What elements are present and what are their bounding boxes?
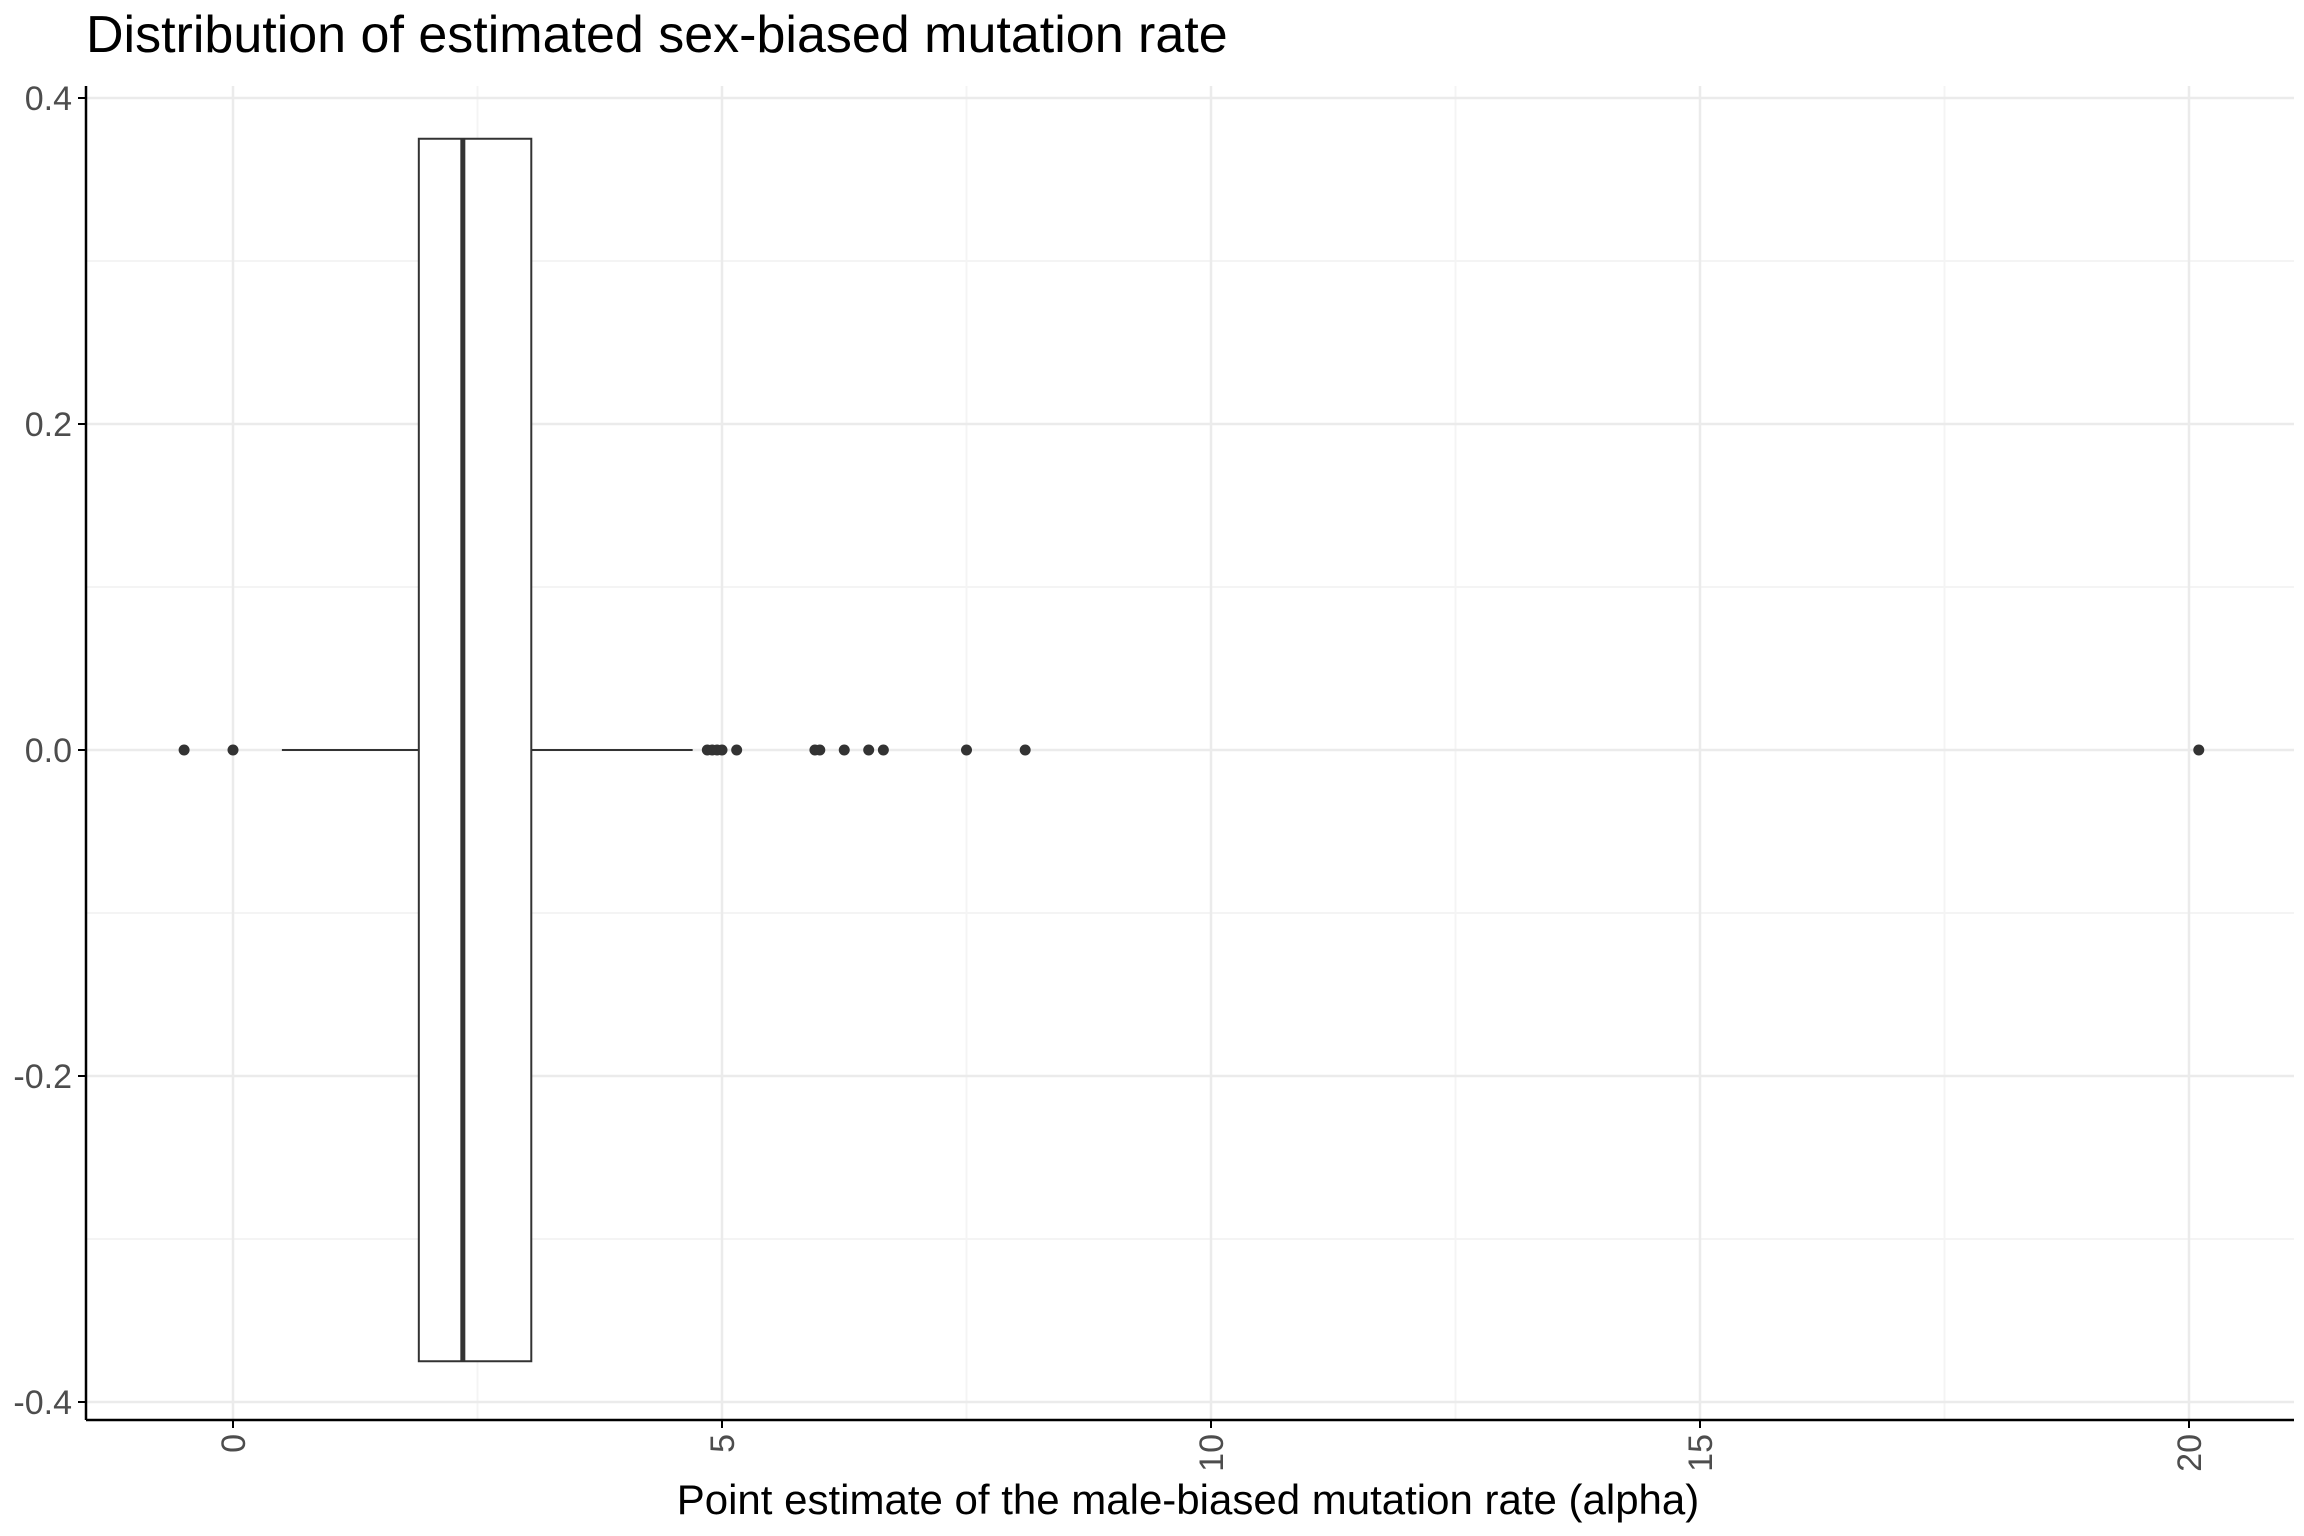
x-axis-title: Point estimate of the male-biased mutati… — [677, 1476, 1700, 1523]
outlier-point — [838, 744, 850, 756]
y-tick-label: -0.2 — [13, 1058, 72, 1096]
y-tick-label: 0.2 — [25, 406, 72, 444]
grid — [86, 86, 2294, 1420]
x-tick-label: 10 — [1193, 1434, 1231, 1472]
outlier-point — [178, 744, 190, 756]
y-tick-label: 0.0 — [25, 732, 72, 770]
x-tick-label: 20 — [2171, 1434, 2209, 1472]
box-iqr — [417, 137, 533, 1363]
outlier-point — [961, 744, 972, 756]
boxplot — [281, 137, 693, 1363]
outlier-point — [863, 744, 875, 756]
outlier-point — [814, 744, 826, 756]
x-axis-ticks: 0 5 10 15 20 — [215, 1420, 2209, 1472]
outlier-point — [1019, 744, 1031, 756]
outlier-point — [2193, 744, 2205, 756]
y-tick-label: -0.4 — [13, 1384, 72, 1422]
y-tick-label: 0.4 — [25, 80, 72, 118]
x-tick-label: 5 — [704, 1434, 742, 1453]
outlier-point — [227, 744, 239, 756]
outlier-points — [178, 744, 2205, 756]
chart-title: Distribution of estimated sex-biased mut… — [86, 6, 1228, 64]
y-axis-ticks: 0.4 0.2 0.0 -0.2 -0.4 — [13, 80, 86, 1422]
outlier-point — [731, 744, 743, 756]
x-tick-label: 0 — [215, 1434, 253, 1453]
outlier-point — [716, 744, 728, 756]
outlier-point — [877, 744, 889, 756]
x-tick-label: 15 — [1682, 1434, 1720, 1472]
